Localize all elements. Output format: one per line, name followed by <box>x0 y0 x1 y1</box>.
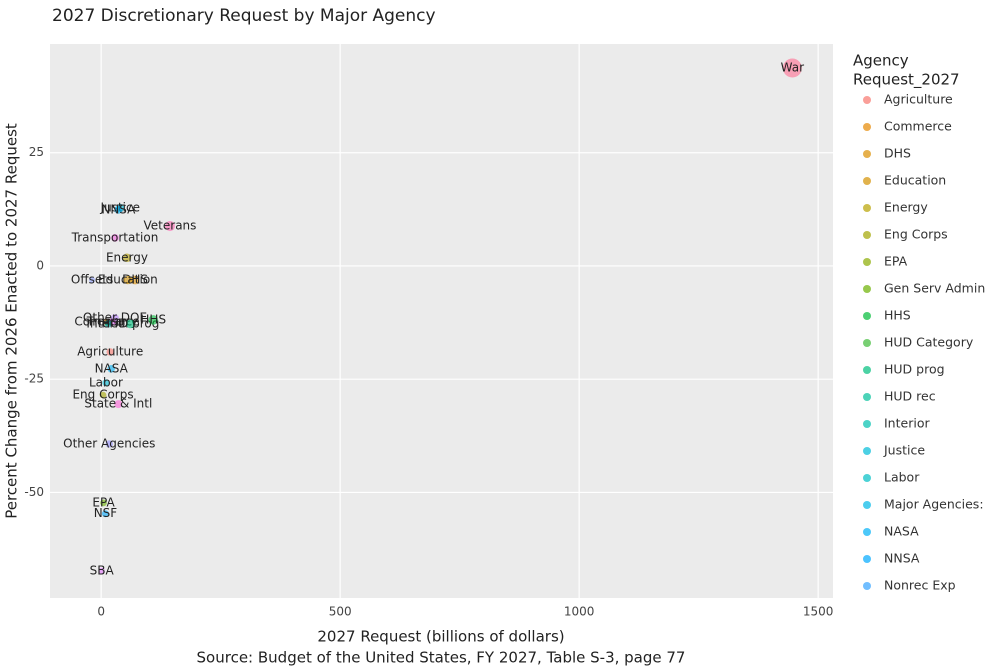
point-label: SBA <box>90 563 115 577</box>
point <box>111 233 119 242</box>
y-tick-label: 25 <box>29 145 44 159</box>
point <box>123 275 133 285</box>
point-label: Offsets <box>71 273 113 287</box>
point <box>99 391 107 399</box>
legend-label: Major Agencies: <box>884 497 984 512</box>
y-tick-label: 0 <box>36 258 44 272</box>
point <box>122 253 132 263</box>
legend-label: Education <box>884 173 946 188</box>
point <box>106 348 114 356</box>
legend-label: NNSA <box>884 551 920 566</box>
x-tick-label: 0 <box>97 605 105 619</box>
point-label: War <box>781 61 804 75</box>
point-label: Agriculture <box>77 345 143 359</box>
legend-label: HUD rec <box>884 389 936 404</box>
point-label: Transportation <box>71 230 159 244</box>
legend-label: NASA <box>884 524 919 539</box>
legend-swatch <box>863 123 871 131</box>
legend-swatch <box>863 231 871 239</box>
plot-background <box>50 44 833 598</box>
legend-label: Gen Serv Admin <box>884 281 985 296</box>
legend-swatch <box>863 204 871 212</box>
legend-label: Justice <box>883 443 925 458</box>
point-label: Energy <box>106 250 148 264</box>
point <box>114 400 123 409</box>
legend-swatch <box>863 420 871 428</box>
x-tick-label: 1000 <box>564 605 595 619</box>
legend-label: DHS <box>884 146 911 161</box>
point <box>164 221 176 232</box>
legend-swatch <box>863 96 871 104</box>
legend-swatch <box>863 258 871 266</box>
point <box>125 319 135 329</box>
legend-label: HUD Category <box>884 335 974 350</box>
point-label: NSF <box>94 506 118 520</box>
point-label: Other Agencies <box>63 436 155 450</box>
point-label: NASA <box>95 361 129 375</box>
point <box>100 499 107 507</box>
y-axis-title: Percent Change from 2026 Enacted to 2027… <box>3 123 21 519</box>
legend-label: Labor <box>884 470 920 485</box>
point <box>104 320 112 328</box>
point-label: EPA <box>92 495 115 509</box>
legend-swatch <box>863 339 871 347</box>
caption: Source: Budget of the United States, FY … <box>197 649 686 667</box>
point-label: State & Intl <box>84 397 152 411</box>
point-label: HHS <box>140 312 166 326</box>
legend-title: Agency <box>853 52 909 70</box>
legend-label: Nonrec Exp <box>884 578 956 593</box>
legend-swatch <box>863 312 871 320</box>
legend-swatch <box>863 528 871 536</box>
legend-swatch <box>863 366 871 374</box>
x-tick-label: 500 <box>329 605 352 619</box>
point <box>130 275 140 285</box>
x-axis-title: 2027 Request (billions of dollars) <box>317 628 564 646</box>
legend-label: Agriculture <box>884 92 953 107</box>
legend-swatch <box>863 582 871 590</box>
y-tick-label: -50 <box>24 485 44 499</box>
legend-swatch <box>863 447 871 455</box>
point-label: Eng Corps <box>72 388 133 402</box>
point <box>114 205 123 214</box>
legend-label: Commerce <box>884 119 952 134</box>
point-label: Veterans <box>144 219 197 233</box>
point-label: Labor <box>89 375 123 389</box>
legend-swatch <box>863 285 871 293</box>
legend-swatch <box>863 555 871 563</box>
chart-title: 2027 Discretionary Request by Major Agen… <box>52 6 436 26</box>
point-label: Interior <box>86 316 130 330</box>
legend-label: EPA <box>884 254 908 269</box>
y-tick-label: -25 <box>24 372 44 386</box>
point <box>782 58 802 78</box>
point-label: Treasury <box>86 315 138 329</box>
point-label: Education <box>98 273 158 287</box>
legend-label: HHS <box>884 308 911 323</box>
legend-swatch <box>863 501 871 509</box>
point <box>148 315 159 325</box>
legend-label: Interior <box>884 416 930 431</box>
point <box>105 440 113 448</box>
legend-label: HUD prog <box>884 362 945 377</box>
legend-label: Energy <box>884 200 928 215</box>
legend-swatch <box>863 177 871 185</box>
point-label: NNSA <box>101 202 136 216</box>
legend-title: Request_2027 <box>853 71 960 90</box>
point <box>102 379 110 387</box>
point-label: HUD prog <box>101 316 159 330</box>
legend-label: Eng Corps <box>884 227 948 242</box>
point <box>89 277 96 284</box>
point <box>107 365 115 373</box>
point <box>98 567 105 574</box>
legend-swatch <box>863 150 871 158</box>
legend-swatch <box>863 393 871 401</box>
legend-swatch <box>863 474 871 482</box>
x-tick-label: 1500 <box>803 605 834 619</box>
point <box>101 510 109 518</box>
